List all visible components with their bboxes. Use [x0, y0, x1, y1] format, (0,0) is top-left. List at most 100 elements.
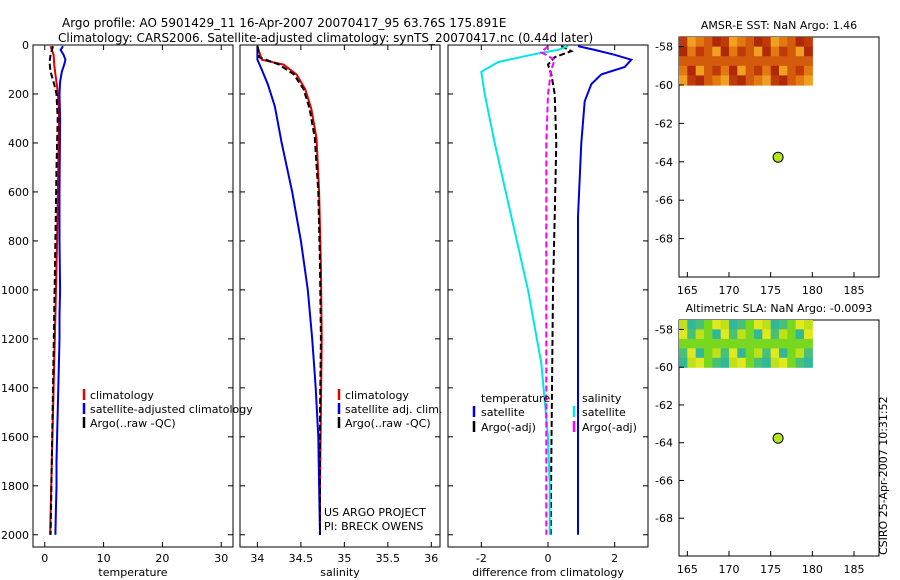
sla-map-field-cell — [745, 329, 755, 340]
sst-map-xtick-label: 185 — [844, 284, 865, 297]
sst-map-field-cell — [754, 65, 763, 76]
sla-map-field-cell — [712, 329, 722, 340]
sst-map-field-cell — [679, 37, 688, 48]
sla-map-field-cell — [770, 357, 780, 368]
sst-map-xtick-label: 180 — [802, 284, 823, 297]
sla-map-field-cell — [712, 357, 722, 368]
sla-map-field-cell — [745, 357, 755, 368]
temperature-panel-ytick-label: 600 — [8, 186, 29, 199]
sla-map-field-cell — [779, 320, 788, 330]
sst-map-field-cell — [795, 56, 805, 67]
sla-map-field-cell — [737, 357, 747, 368]
sst-map-ytick-label: -58 — [655, 41, 673, 54]
sla-map-field-cell — [762, 320, 772, 330]
salinity-panel-series-line — [256, 46, 322, 535]
sla-map-field-cell — [745, 348, 755, 359]
sst-map-field-cell — [762, 56, 772, 67]
sst-map-field-cell — [804, 46, 813, 57]
temperature-panel-legend-label: climatology — [90, 389, 154, 402]
sst-map-field-cell — [687, 75, 697, 86]
sla-map-field-cell — [695, 348, 705, 359]
sst-map-field-cell — [762, 46, 772, 57]
sst-map-field-cell — [804, 65, 813, 76]
sst-map-field-cell — [762, 75, 772, 86]
sst-map-ytick-label: -64 — [655, 156, 673, 169]
sst-map-field-cell — [695, 75, 705, 86]
temperature-panel-series-line — [54, 45, 67, 535]
sla-map-title: Altimetric SLA: NaN Argo: -0.0093 — [686, 302, 873, 315]
sst-map-field-cell — [712, 37, 722, 48]
sla-map-field-cell — [679, 357, 688, 368]
sst-map-field-cell — [779, 56, 788, 67]
sst-map-group: AMSR-E SST: NaN Argo: 1.46 165 170 175 180 18… — [655, 19, 880, 297]
sst-map-field-cell — [729, 37, 738, 48]
sst-map-field-cell — [687, 56, 697, 67]
sla-map-field-cell — [795, 320, 805, 330]
sla-map-field-cell — [787, 348, 797, 359]
salinity-panel-xlabel: salinity — [320, 566, 360, 579]
sla-map-field-cell — [695, 329, 705, 340]
sla-map-field-cell — [712, 320, 722, 330]
sst-map-field-cell — [737, 75, 747, 86]
sst-map-field-cell — [695, 46, 705, 57]
sst-map-field-cell — [770, 65, 780, 76]
sla-map-field-cell — [720, 338, 730, 349]
sst-map-field-cell — [712, 56, 722, 67]
sst-map-float-marker — [772, 151, 784, 163]
temperature-panel-ytick-label: 1200 — [1, 333, 29, 346]
sla-map-field-cell — [804, 348, 813, 359]
sst-map-field-cell — [729, 56, 738, 67]
sla-map-field-cell — [712, 338, 722, 349]
sla-map-field-cell — [762, 338, 772, 349]
sla-map-ytick-label: -62 — [655, 399, 673, 412]
sst-map-field-cell — [787, 75, 797, 86]
sst-map-field-cell — [779, 75, 788, 86]
sla-map-ytick-label: -68 — [655, 512, 673, 525]
sst-map-field-cell — [804, 37, 813, 48]
sla-map-field-cell — [754, 338, 763, 349]
sst-map-xtick-label: 170 — [719, 284, 740, 297]
temperature-panel-ytick-label: 200 — [8, 88, 29, 101]
sst-map-field-cell — [762, 37, 772, 48]
sla-map-field-cell — [704, 320, 713, 330]
sst-map-field-cell — [754, 37, 763, 48]
temperature-panel-xtick-label: 10 — [97, 552, 111, 565]
temperature-panel-ytick-label: 1800 — [1, 480, 29, 493]
sst-map-field-cell — [754, 75, 763, 86]
sla-map-field-cell — [687, 329, 697, 340]
sla-map-ytick-label: -60 — [655, 361, 673, 374]
sst-map-field-cell — [720, 46, 730, 57]
sla-map-ytick-label: -58 — [655, 323, 673, 336]
sst-map-xtick-label: 175 — [760, 284, 781, 297]
sla-map-field-cell — [687, 348, 697, 359]
temperature-panel-ytick-label: 1400 — [1, 382, 29, 395]
sst-map-field-cell — [804, 56, 813, 67]
sla-map-field-cell — [787, 329, 797, 340]
sst-map-field-cell — [745, 37, 755, 48]
sla-map-field-cell — [745, 338, 755, 349]
sla-map-field-cell — [795, 338, 805, 349]
sst-map-field-cell — [679, 56, 688, 67]
sla-map-field-cell — [804, 329, 813, 340]
sst-map-field-cell — [679, 46, 688, 57]
salinity-panel-xtick-label: 34 — [250, 552, 264, 565]
sla-map-field-cell — [687, 320, 697, 330]
sst-map-field-cell — [720, 65, 730, 76]
sla-map-field-cell — [779, 357, 788, 368]
temperature-panel-group: 0 10 20 30 0 200 400 600 800 1000 1200 1400 1600 1800… — [1, 39, 253, 579]
sst-map-field-cell — [745, 56, 755, 67]
sla-map-field-cell — [720, 329, 730, 340]
sla-map-field-cell — [804, 320, 813, 330]
sla-map-field-cell — [679, 338, 688, 349]
sla-map-field-cell — [795, 329, 805, 340]
sst-map-field-cell — [679, 65, 688, 76]
sla-map-field-cell — [737, 329, 747, 340]
sst-map-field-cell — [720, 56, 730, 67]
temperature-panel-xtick-label: 0 — [41, 552, 48, 565]
sst-map-field-cell — [762, 65, 772, 76]
sla-map-field-cell — [779, 348, 788, 359]
difference-panel-series-line — [546, 45, 574, 535]
sla-map-field-cell — [729, 357, 738, 368]
legend-right-label: Argo(-adj) — [582, 421, 637, 434]
